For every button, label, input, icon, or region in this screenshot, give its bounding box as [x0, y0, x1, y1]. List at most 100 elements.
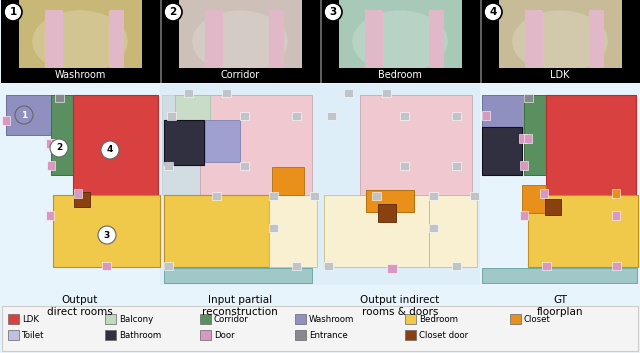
- Text: Input partial
reconstruction: Input partial reconstruction: [202, 295, 278, 317]
- Ellipse shape: [352, 10, 448, 73]
- Bar: [429, 224, 438, 232]
- Bar: [400, 162, 409, 170]
- Text: Output indirect
rooms & doors: Output indirect rooms & doors: [360, 295, 440, 317]
- Bar: [292, 262, 301, 270]
- Bar: [462, 0, 480, 83]
- Bar: [164, 268, 312, 283]
- Bar: [269, 195, 317, 267]
- Bar: [164, 162, 173, 170]
- Bar: [73, 95, 158, 195]
- Text: 3: 3: [104, 231, 110, 239]
- Text: 1: 1: [10, 7, 17, 17]
- Bar: [160, 0, 162, 83]
- Text: Bedroom: Bedroom: [419, 315, 458, 323]
- Bar: [200, 314, 211, 324]
- Bar: [405, 330, 416, 340]
- Bar: [240, 162, 249, 170]
- Bar: [6, 95, 51, 135]
- Ellipse shape: [32, 10, 128, 73]
- Bar: [324, 195, 429, 267]
- Bar: [542, 262, 551, 270]
- Bar: [8, 330, 19, 340]
- Text: Washroom: Washroom: [309, 315, 355, 323]
- Bar: [205, 10, 223, 78]
- Text: Corridor: Corridor: [220, 71, 260, 80]
- Bar: [164, 120, 204, 165]
- Bar: [161, 68, 320, 83]
- Text: LDK: LDK: [550, 71, 570, 80]
- Bar: [452, 162, 461, 170]
- Bar: [295, 330, 306, 340]
- Bar: [1, 0, 19, 83]
- Bar: [46, 211, 54, 220]
- Bar: [102, 262, 111, 270]
- Bar: [184, 89, 193, 97]
- Bar: [321, 0, 480, 83]
- Bar: [47, 161, 55, 170]
- Bar: [481, 0, 640, 83]
- Bar: [45, 10, 63, 78]
- Circle shape: [15, 106, 33, 124]
- Bar: [51, 139, 59, 148]
- Bar: [2, 306, 638, 351]
- Bar: [200, 330, 211, 340]
- Bar: [470, 192, 479, 200]
- Text: Output
direct rooms: Output direct rooms: [47, 295, 113, 317]
- Bar: [612, 262, 621, 270]
- Circle shape: [50, 139, 68, 157]
- Bar: [481, 0, 499, 83]
- Bar: [324, 262, 333, 270]
- Bar: [344, 89, 353, 97]
- Text: Washroom: Washroom: [54, 71, 106, 80]
- Bar: [520, 211, 528, 220]
- Bar: [164, 195, 269, 267]
- Bar: [302, 0, 320, 83]
- Text: Balcony: Balcony: [119, 315, 153, 323]
- Bar: [612, 189, 620, 198]
- Bar: [525, 10, 543, 78]
- Bar: [429, 195, 477, 267]
- Bar: [429, 192, 438, 200]
- Text: 4: 4: [107, 145, 113, 155]
- Bar: [321, 0, 339, 83]
- Bar: [524, 134, 532, 143]
- Bar: [1, 0, 160, 83]
- Text: Door: Door: [214, 330, 235, 340]
- Ellipse shape: [512, 10, 608, 73]
- Text: LDK: LDK: [22, 315, 39, 323]
- Bar: [387, 264, 397, 273]
- Bar: [405, 314, 416, 324]
- Bar: [524, 95, 546, 175]
- Circle shape: [101, 141, 119, 159]
- Bar: [269, 224, 278, 232]
- Bar: [175, 95, 210, 145]
- Bar: [545, 199, 561, 215]
- Bar: [167, 112, 176, 120]
- Bar: [162, 95, 200, 195]
- Bar: [292, 112, 301, 120]
- Bar: [272, 167, 304, 195]
- Bar: [105, 330, 116, 340]
- Text: Corridor: Corridor: [214, 315, 249, 323]
- Bar: [2, 116, 10, 125]
- Bar: [320, 0, 322, 83]
- Text: Entrance: Entrance: [309, 330, 348, 340]
- Circle shape: [98, 226, 116, 244]
- Circle shape: [164, 3, 182, 21]
- Bar: [546, 95, 636, 195]
- Bar: [109, 10, 124, 78]
- Bar: [519, 134, 527, 143]
- Circle shape: [484, 3, 502, 21]
- Bar: [53, 195, 160, 267]
- Bar: [429, 10, 444, 78]
- Bar: [310, 192, 319, 200]
- Bar: [528, 195, 638, 267]
- Bar: [240, 112, 249, 120]
- Bar: [222, 89, 231, 97]
- Bar: [164, 262, 173, 270]
- Text: GT
floorplan: GT floorplan: [537, 295, 583, 317]
- Bar: [360, 95, 472, 195]
- Bar: [520, 161, 528, 170]
- Text: 3: 3: [330, 7, 337, 17]
- Bar: [378, 204, 396, 222]
